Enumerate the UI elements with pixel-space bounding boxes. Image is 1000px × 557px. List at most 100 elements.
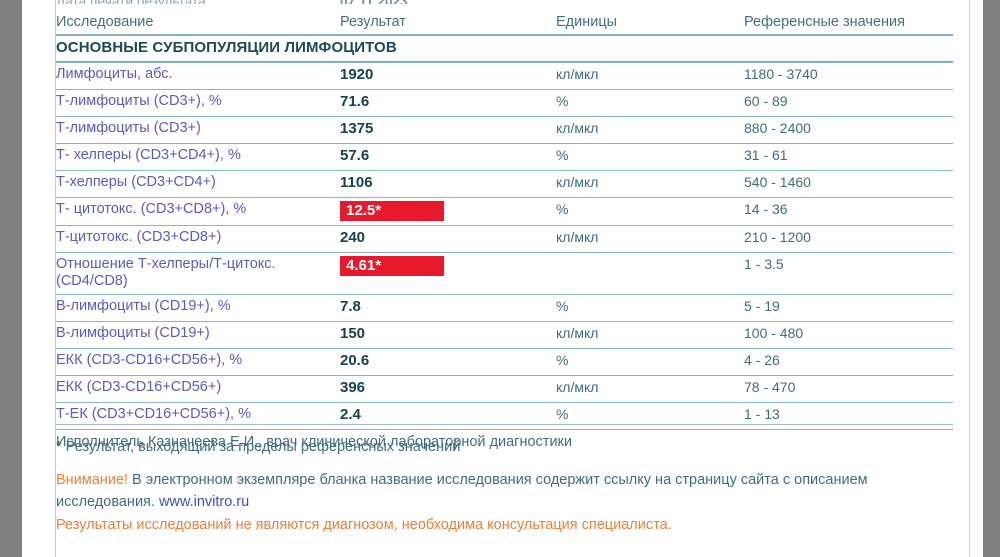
page-left-shadow: [0, 0, 22, 557]
row-analyte-name-line1: Т-хелперы (CD3+CD4+): [56, 174, 216, 190]
warning-text: В электронном экземпляре бланка название…: [56, 472, 868, 510]
row-analyte-name[interactable]: В-лимфоциты (CD19+): [56, 321, 340, 349]
row-analyte-name-line1: Т-лимфоциты (CD3+), %: [56, 93, 222, 109]
row-analyte-name[interactable]: Т-лимфоциты (CD3+), %: [56, 89, 340, 117]
row-result-value: 1920: [340, 62, 556, 90]
row-reference-range: 31 - 61: [744, 143, 953, 171]
table-row: Т-лимфоциты (CD3+) 1375 кл/мкл 880 - 2400: [56, 116, 953, 144]
row-analyte-name-line1: В-лимфоциты (CD19+): [56, 324, 210, 341]
footer-divider: [56, 424, 953, 425]
table-row: Т-ЕК (CD3+CD16+CD56+), % 2.4% 1 - 13: [56, 402, 953, 430]
row-units: кл/мкл: [556, 170, 744, 198]
results-table: Исследование Результат Единицы Референсн…: [56, 14, 953, 454]
row-analyte-name[interactable]: Т-ЕК (CD3+CD16+CD56+), %: [56, 402, 340, 430]
row-analyte-name-line1: Т-лимфоциты (CD3+): [56, 120, 201, 136]
row-units: [556, 252, 744, 295]
table-row: В-лимфоциты (CD19+) 150 кл/мкл 100 - 480: [56, 321, 953, 349]
row-units: кл/мкл: [556, 62, 744, 90]
row-units: кл/мкл: [556, 321, 744, 349]
row-analyte-name-line1: Т-цитотокс. (CD3+CD8+): [56, 229, 222, 245]
row-reference-range: 14 - 36: [744, 197, 953, 226]
row-analyte-name-line2: (CD4/CD8): [56, 272, 128, 289]
row-result-value: 71.6: [340, 89, 556, 117]
footnote-disclaimer: Результаты исследований не являются диаг…: [56, 516, 672, 533]
table-row: ЕКК (CD3-CD16+CD56+), % 20.6% 4 - 26: [56, 348, 953, 376]
table-header-row: Исследование Результат Единицы Референсн…: [56, 14, 953, 36]
performer-row: Исполнитель Казначеева Е.И., врач клинич…: [56, 429, 953, 454]
row-units: кл/мкл: [556, 375, 744, 403]
row-reference-range: 210 - 1200: [744, 225, 953, 253]
row-reference-range: 540 - 1460: [744, 170, 953, 198]
row-reference-range: 5 - 19: [744, 294, 953, 322]
results-table-body: ОСНОВНЫЕ СУБПОПУЛЯЦИИ ЛИМФОЦИТОВ Лимфоци…: [56, 35, 953, 454]
clipped-print-date-row: Дата печати результата: 07.11.2023: [56, 0, 969, 4]
row-analyte-name-line1: Т- цитотокс. (CD3+CD8+), %: [56, 201, 247, 217]
warning-lead: Внимание!: [56, 472, 129, 488]
page-left-seam: [55, 0, 56, 557]
row-units: %: [556, 197, 744, 226]
row-analyte-name-line1: Лимфоциты, абс.: [56, 66, 173, 82]
page-right-seam: [969, 0, 970, 557]
row-units: %: [556, 348, 744, 376]
row-reference-range: 1180 - 3740: [744, 62, 953, 90]
column-header-name: Исследование: [56, 14, 340, 36]
row-analyte-name[interactable]: В-лимфоциты (CD19+), %: [56, 294, 340, 322]
table-row: Т-лимфоциты (CD3+), % 71.6% 60 - 89: [56, 89, 953, 117]
column-header-result: Результат: [340, 14, 556, 36]
row-result-value: 7.8: [340, 294, 556, 322]
table-row: В-лимфоциты (CD19+), % 7.8% 5 - 19: [56, 294, 953, 322]
report-sheet: Дата печати результата: 07.11.2023 Иссле…: [56, 0, 969, 557]
row-analyte-name-line1: ЕКК (CD3-CD16+CD56+): [56, 378, 222, 395]
invitro-site-link[interactable]: www.invitro.ru: [158, 493, 250, 510]
footnote-warning: Внимание! В электронном экземпляре бланк…: [56, 470, 953, 514]
table-row: Лимфоциты, абс. 1920 кл/мкл 1180 - 3740: [56, 62, 953, 90]
row-result-value: 150: [340, 321, 556, 349]
row-analyte-name-line1: Т-ЕК (CD3+CD16+CD56+), %: [56, 405, 251, 422]
row-reference-range: 4 - 26: [744, 348, 953, 376]
row-result-value: 1106: [340, 170, 556, 198]
row-analyte-name[interactable]: Т-цитотокс. (CD3+CD8+): [56, 225, 340, 253]
row-analyte-name[interactable]: Т-лимфоциты (CD3+): [56, 116, 340, 144]
table-row: Т- цитотокс. (CD3+CD8+), % 12.5*% 14 - 36: [56, 197, 953, 226]
section-title: ОСНОВНЫЕ СУБПОПУЛЯЦИИ ЛИМФОЦИТОВ: [56, 39, 397, 56]
print-date-label: Дата печати результата:: [56, 0, 210, 4]
row-result-value: 2.4: [340, 402, 556, 430]
row-result-value: 396: [340, 375, 556, 403]
row-analyte-name[interactable]: ЕКК (CD3-CD16+CD56+), %: [56, 348, 340, 376]
row-analyte-name[interactable]: Лимфоциты, абс.: [56, 62, 340, 90]
row-result-value: 20.6: [340, 348, 556, 376]
row-analyte-name[interactable]: ЕКК (CD3-CD16+CD56+): [56, 375, 340, 403]
performer-name: Исполнитель Казначеева Е.И., врач клинич…: [56, 433, 572, 450]
row-result-value: 12.5*: [340, 197, 556, 226]
table-row: ЕКК (CD3-CD16+CD56+) 396 кл/мкл 78 - 470: [56, 375, 953, 403]
table-row: Т-хелперы (CD3+CD4+) 1106 кл/мкл 540 - 1460: [56, 170, 953, 198]
row-result-value: 1375: [340, 116, 556, 144]
row-analyte-name-line1: Отношение Т-хелперы/Т-цитокс.: [56, 256, 276, 272]
print-date-value: 07.11.2023: [340, 0, 408, 4]
column-header-reference: Референсные значения: [744, 14, 953, 36]
row-analyte-name[interactable]: Отношение Т-хелперы/Т-цитокс. (CD4/CD8): [56, 252, 340, 295]
row-units: %: [556, 294, 744, 322]
out-of-range-highlight: 12.5*: [340, 201, 444, 221]
row-units: %: [556, 402, 744, 430]
table-row: Т- хелперы (CD3+CD4+), % 57.6% 31 - 61: [56, 143, 953, 171]
row-analyte-name-line1: ЕКК (CD3-CD16+CD56+), %: [56, 351, 243, 368]
report-footer: * Результат, выходящий за пределы рефере…: [56, 424, 953, 536]
page-right-shadow: [983, 0, 1000, 557]
table-row: Отношение Т-хелперы/Т-цитокс. (CD4/CD8) 4.…: [56, 252, 953, 295]
row-reference-range: 1 - 13: [744, 402, 953, 430]
row-reference-range: 60 - 89: [744, 89, 953, 117]
row-analyte-name-line1: Т- хелперы (CD3+CD4+), %: [56, 147, 241, 163]
row-reference-range: 880 - 2400: [744, 116, 953, 144]
footnote-out-of-range: * Результат, выходящий за пределы рефере…: [56, 439, 461, 455]
out-of-range-highlight: 4.61*: [340, 256, 444, 276]
row-result-value: 57.6: [340, 143, 556, 171]
row-result-value: 4.61*: [340, 252, 556, 295]
row-units: кл/мкл: [556, 225, 744, 253]
row-analyte-name[interactable]: Т- хелперы (CD3+CD4+), %: [56, 143, 340, 171]
row-reference-range: 1 - 3.5: [744, 252, 953, 295]
row-reference-range: 100 - 480: [744, 321, 953, 349]
row-analyte-name[interactable]: Т-хелперы (CD3+CD4+): [56, 170, 340, 198]
row-analyte-name[interactable]: Т- цитотокс. (CD3+CD8+), %: [56, 197, 340, 226]
